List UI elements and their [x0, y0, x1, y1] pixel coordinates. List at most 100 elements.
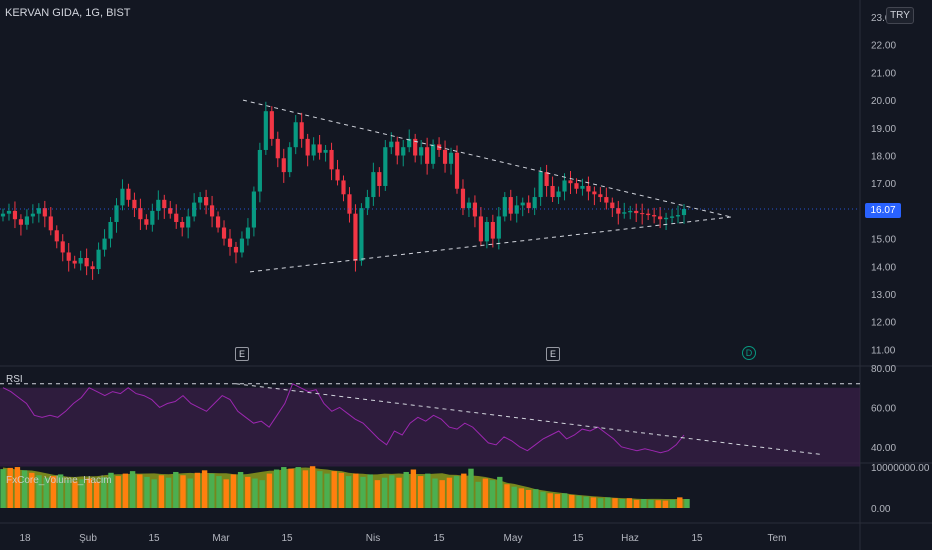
volume-bar	[187, 478, 193, 508]
volume-bar	[612, 498, 618, 508]
candle	[681, 208, 687, 216]
earnings-marker[interactable]: E	[546, 347, 560, 361]
volume-bar	[43, 477, 49, 508]
candle	[305, 138, 310, 156]
candle	[6, 210, 12, 214]
volume-bar	[93, 481, 100, 508]
volume-bar	[518, 488, 525, 508]
candle	[371, 172, 376, 198]
volume-bar	[605, 497, 611, 508]
candle	[580, 185, 585, 189]
candle	[198, 197, 203, 203]
volume-bar	[662, 500, 669, 508]
volume-bar	[101, 477, 107, 508]
candle	[365, 197, 370, 209]
candle	[669, 216, 675, 218]
price-axis-label: 14.00	[871, 262, 896, 273]
volume-bar	[597, 498, 604, 508]
candle	[287, 147, 292, 173]
currency-badge[interactable]: TRY	[886, 7, 914, 24]
volume-bar	[396, 477, 402, 508]
candle	[120, 188, 125, 206]
candle	[538, 172, 543, 198]
candle	[675, 215, 681, 217]
candle	[138, 208, 143, 220]
volume-bar	[554, 494, 561, 508]
volume-bar	[619, 498, 625, 508]
candle	[0, 213, 6, 217]
candle	[90, 266, 95, 270]
volume-bar	[266, 473, 273, 508]
candle	[544, 172, 549, 186]
time-axis-label: May	[504, 533, 523, 544]
volume-bar	[461, 473, 467, 508]
candle	[652, 215, 657, 217]
price-axis-label: 21.00	[871, 68, 896, 79]
volume-bar	[583, 496, 589, 508]
candle	[335, 169, 340, 181]
trendline-lower	[249, 216, 732, 273]
trendline-upper	[242, 99, 732, 218]
dividend-marker[interactable]: D	[742, 346, 756, 360]
volume-bar	[7, 467, 13, 508]
volume-bar	[65, 479, 71, 508]
volume-bar	[403, 471, 409, 508]
volume-bar	[626, 498, 633, 508]
candle	[562, 180, 567, 192]
candle	[389, 141, 394, 148]
volume-bar	[180, 475, 186, 508]
volume-bar	[288, 468, 294, 508]
volume-bar	[194, 472, 201, 508]
candle	[634, 210, 639, 214]
candle	[299, 122, 304, 139]
candle	[663, 217, 669, 220]
candle	[514, 205, 519, 214]
price-axis-label: 18.00	[871, 152, 896, 163]
volume-bar	[446, 477, 453, 508]
candle	[66, 252, 71, 261]
earnings-marker[interactable]: E	[235, 347, 249, 361]
candle	[204, 197, 209, 206]
volume-bar	[281, 467, 287, 508]
candle	[257, 149, 262, 192]
time-axis-label: 15	[148, 533, 160, 544]
time-axis-label: 15	[433, 533, 445, 544]
candle	[592, 191, 597, 195]
candle	[263, 111, 268, 150]
rsi-pane-label[interactable]: RSI	[6, 374, 23, 385]
candle	[102, 238, 107, 250]
volume-bar	[511, 486, 517, 508]
candle	[604, 197, 609, 203]
candle	[460, 188, 466, 209]
symbol-title[interactable]: KERVAN GIDA, 1G, BIST	[5, 7, 131, 19]
candle	[341, 180, 346, 195]
time-axis-label: Mar	[212, 533, 230, 544]
candle	[317, 144, 322, 153]
candle	[526, 202, 531, 209]
candle	[275, 138, 280, 159]
volume-pane-label[interactable]: FxCore_Volume_Hacim	[6, 475, 112, 486]
candle	[622, 212, 627, 214]
candle	[54, 230, 59, 242]
volume-bar	[317, 471, 323, 508]
volume-bar	[223, 479, 229, 508]
candle	[616, 208, 621, 214]
volume-bar	[72, 481, 78, 508]
candle	[556, 191, 561, 198]
candle	[484, 221, 489, 242]
volume-bar	[439, 480, 445, 508]
candle	[610, 202, 615, 209]
volume-axis-label: 10000000.00	[871, 463, 930, 474]
candle	[466, 202, 472, 209]
candle	[598, 194, 603, 198]
price-axis-label: 23.00	[871, 13, 896, 24]
candle	[508, 197, 513, 214]
volume-bar	[21, 470, 28, 508]
volume-bar	[590, 497, 597, 508]
candle	[401, 147, 406, 156]
candle	[42, 208, 47, 217]
candle	[174, 213, 179, 222]
price-axis-label: 17.00	[871, 179, 896, 190]
volume-bar	[410, 469, 417, 508]
